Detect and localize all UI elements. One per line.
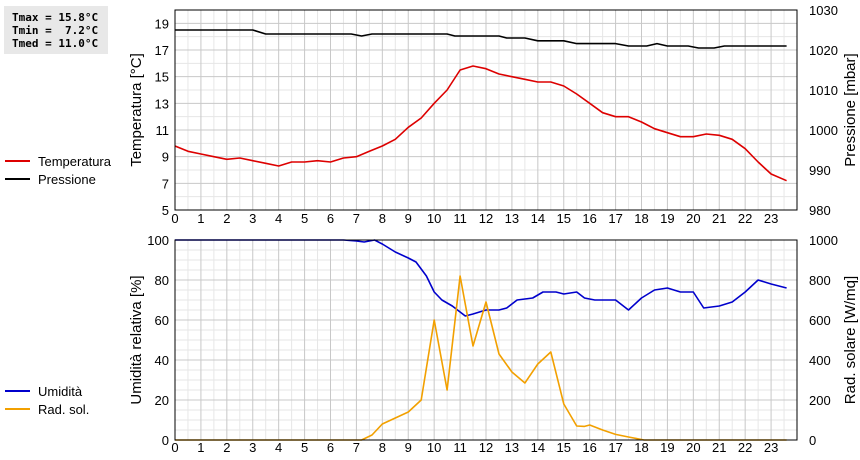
legend-label: Pressione [38,172,96,187]
series-line-2-2 [175,275,787,441]
x-tick-label: 22 [738,211,752,226]
x-tick-label: 16 [582,211,596,226]
x-tick-label: 6 [327,211,334,226]
x-tick-label: 1 [197,211,204,226]
x-tick-label: 18 [634,211,648,226]
x-tick-label: 3 [249,440,256,455]
x-tick-label: 12 [479,440,493,455]
x-tick-label: 5 [301,211,308,226]
x-tick-label: 7 [353,440,360,455]
x-tick-label: 14 [531,440,545,455]
y2-tick-label: 1000 [809,233,838,248]
x-tick-label: 18 [634,440,648,455]
y-tick-label: 0 [162,433,169,448]
plot-frame [174,9,798,211]
x-tick-label: 2 [223,211,230,226]
y2-tick-label: 1020 [809,43,838,58]
x-tick-label: 10 [427,211,441,226]
y2-axis-label: Pressione [mbar] [842,53,859,166]
series-line-1-1 [174,65,787,182]
x-tick-label: 0 [171,440,178,455]
x-tick-label: 12 [479,211,493,226]
y-tick-label: 17 [155,43,169,58]
y2-tick-label: 0 [809,433,816,448]
x-tick-label: 7 [353,211,360,226]
x-tick-label: 22 [738,440,752,455]
y-tick-label: 40 [155,353,169,368]
y2-tick-label: 400 [809,353,831,368]
x-tick-label: 20 [686,440,700,455]
y-tick-label: 9 [162,150,169,165]
y-tick-label: 11 [156,123,170,138]
y-tick-label: 20 [155,393,169,408]
y2-axis-label: Rad. solare [W/mq] [842,276,859,404]
y2-tick-label: 600 [809,313,831,328]
x-tick-label: 16 [582,440,596,455]
tmin-label: Tmin = 7.2°C [12,24,99,37]
tmed-label: Tmed = 11.0°C [12,37,99,50]
y2-tick-label: 980 [809,203,831,218]
chart-panel-1: 0 1 2 3 4 5 6 7 8 9 10 11 12 13 14 15 16 17 18 19 20 21 22 2357… [5,3,859,226]
legend-label: Rad. sol. [38,402,89,417]
y-tick-label: 7 [162,176,169,191]
x-tick-label: 10 [427,440,441,455]
stats-box: Tmax = 15.8°C Tmin = 7.2°C Tmed = 11.0°C [4,6,108,54]
x-tick-label: 8 [379,440,386,455]
x-tick-label: 20 [686,211,700,226]
x-tick-label: 21 [712,211,726,226]
x-tick-label: 21 [712,440,726,455]
series-line-2-1 [175,239,787,317]
x-tick-label: 6 [327,440,334,455]
x-tick-label: 9 [405,211,412,226]
x-tick-label: 15 [557,211,571,226]
y-tick-label: 15 [155,70,169,85]
x-tick-label: 19 [660,440,674,455]
y-tick-label: 100 [147,233,169,248]
x-tick-label: 23 [764,440,778,455]
x-tick-label: 4 [275,211,282,226]
y2-tick-label: 990 [809,163,831,178]
y-tick-label: 13 [155,96,169,111]
y2-tick-label: 1010 [809,83,838,98]
series-line-1-2 [175,29,787,49]
legend-label: Umidità [38,384,83,399]
x-tick-label: 8 [379,211,386,226]
x-tick-label: 3 [249,211,256,226]
y2-tick-label: 800 [809,273,831,288]
x-tick-label: 23 [764,211,778,226]
x-tick-label: 5 [301,440,308,455]
y-tick-label: 5 [162,203,169,218]
x-tick-label: 14 [531,211,545,226]
x-tick-label: 11 [453,211,467,226]
plot-frame [174,239,798,441]
x-tick-label: 11 [453,440,467,455]
y-tick-label: 80 [155,273,169,288]
x-tick-label: 9 [405,440,412,455]
legend-label: Temperatura [38,154,112,169]
x-tick-label: 17 [608,440,622,455]
x-tick-label: 15 [557,440,571,455]
y2-tick-label: 200 [809,393,831,408]
x-tick-label: 13 [505,211,519,226]
y-tick-label: 19 [155,16,169,31]
x-tick-label: 13 [505,440,519,455]
x-tick-label: 1 [197,440,204,455]
y-axis-label: Umidità relativa [%] [128,275,145,404]
x-tick-label: 4 [275,440,282,455]
x-tick-label: 17 [608,211,622,226]
chart-panel-2: 0 1 2 3 4 5 6 7 8 9 10 11 12 13 14 15 16 17 18 19 20 21 22 2302… [5,233,859,455]
tmax-label: Tmax = 15.8°C [12,11,99,24]
y-axis-label: Temperatura [°C] [128,53,145,167]
y-tick-label: 60 [155,313,169,328]
y2-tick-label: 1000 [809,123,838,138]
x-tick-label: 19 [660,211,674,226]
x-tick-label: 0 [171,211,178,226]
y2-tick-label: 1030 [809,3,838,18]
x-tick-label: 2 [223,440,230,455]
